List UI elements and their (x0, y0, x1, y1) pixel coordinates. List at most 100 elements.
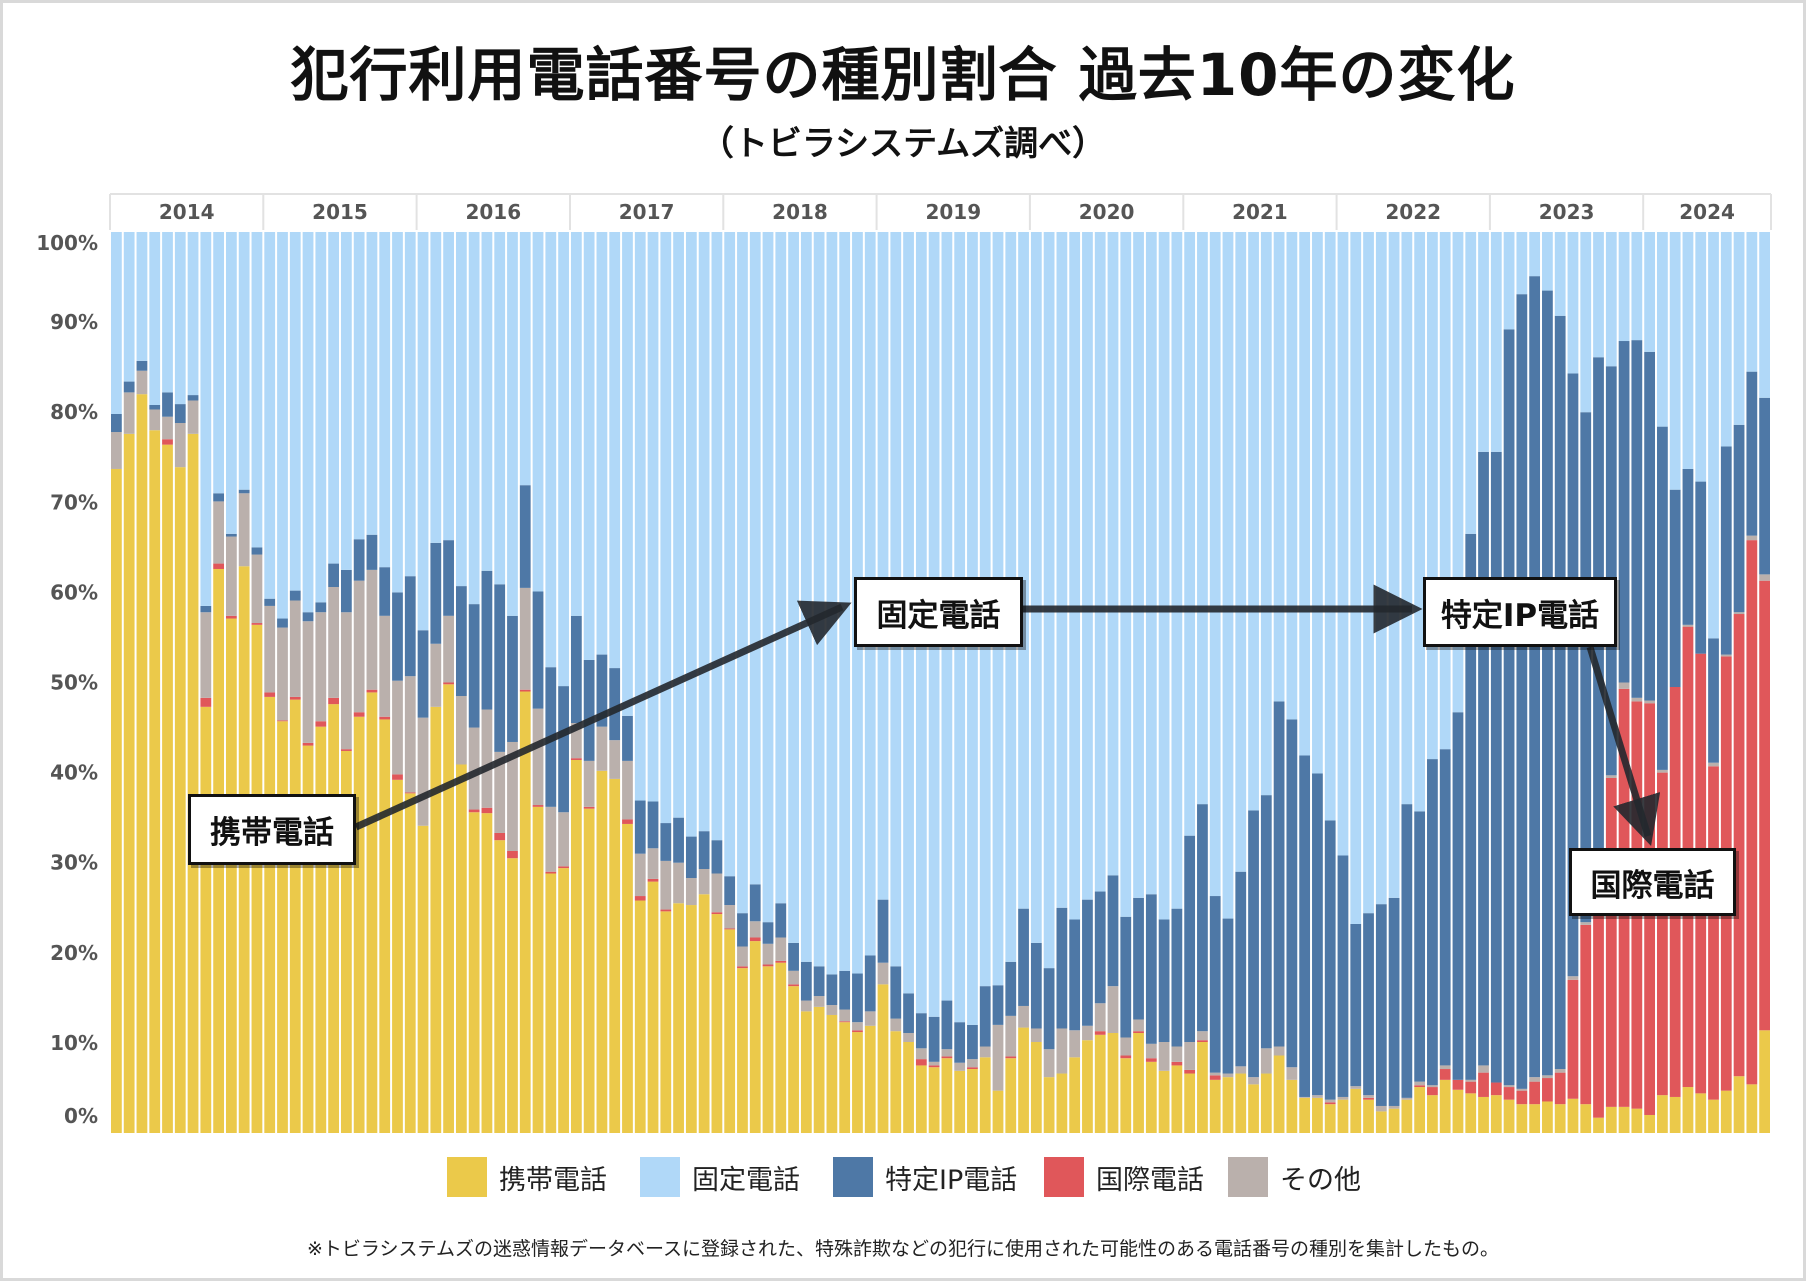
bar-segment-fixed-2015-05 (315, 232, 327, 603)
bar-segment-fixed-2016-11 (545, 232, 557, 668)
bar-segment-international-2017-06 (634, 896, 646, 901)
bar-segment-other-2016-10 (532, 708, 544, 806)
bar-segment-mobile-2024-08 (1733, 1076, 1745, 1133)
bar-segment-ip-2024-09 (1746, 371, 1758, 536)
bar-segment-fixed-2015-12 (404, 232, 416, 577)
bar-segment-international-2015-05 (315, 721, 327, 727)
bar-segment-ip-2014-12 (251, 547, 263, 555)
bar-segment-international-2016-11 (545, 871, 557, 874)
bar-segment-international-2016-03 (443, 682, 454, 685)
bar-segment-mobile-2021-08 (1273, 1055, 1285, 1133)
bar-segment-fixed-2015-03 (289, 232, 301, 591)
bar-segment-international-2023-06 (1554, 1072, 1566, 1105)
bar-segment-fixed-2024-06 (1708, 232, 1719, 639)
bar-segment-other-2018-05 (775, 937, 787, 961)
bar-segment-ip-2023-08 (1580, 412, 1592, 923)
bar-segment-fixed-2022-01 (1337, 232, 1349, 856)
bar-segment-fixed-2021-02 (1197, 232, 1208, 805)
bar-segment-mobile-2015-07 (340, 750, 352, 1133)
bar-segment-other-2015-06 (328, 586, 339, 698)
bar-segment-ip-2017-01 (570, 615, 582, 724)
bar-segment-other-2015-04 (302, 621, 314, 743)
bar-segment-other-2019-10 (992, 1024, 1004, 1091)
bar-segment-ip-2014-01 (111, 414, 122, 433)
bar-segment-other-2020-02 (1043, 1049, 1055, 1078)
bar-segment-mobile-2014-02 (123, 433, 135, 1133)
bar-segment-ip-2024-06 (1708, 638, 1719, 763)
bar-segment-international-2016-12 (558, 866, 569, 869)
bar-segment-fixed-2022-05 (1388, 232, 1400, 898)
bar-segment-ip-2023-01 (1490, 451, 1502, 1083)
bar-segment-mobile-2022-07 (1414, 1087, 1426, 1133)
bar-segment-mobile-2019-03 (903, 1042, 914, 1133)
bar-segment-fixed-2022-02 (1350, 232, 1362, 924)
bar-segment-other-2016-01 (417, 717, 429, 826)
bar-segment-ip-2022-06 (1401, 804, 1413, 1098)
bar-segment-international-2022-08 (1427, 1087, 1438, 1096)
bar-segment-ip-2017-04 (609, 668, 621, 741)
bar-segment-fixed-2018-02 (737, 232, 748, 914)
bar-segment-international-2023-07 (1567, 979, 1579, 1099)
y-tick-label: 10% (50, 1031, 98, 1055)
bar-segment-other-2019-03 (903, 1032, 914, 1042)
bar-segment-fixed-2021-03 (1209, 232, 1221, 897)
bar-segment-ip-2017-02 (583, 659, 595, 761)
bar-segment-fixed-2024-08 (1733, 232, 1745, 425)
bar-segment-international-2017-08 (660, 909, 672, 912)
bar-segment-ip-2015-02 (277, 618, 288, 628)
bar-segment-international-2019-11 (1005, 1056, 1017, 1059)
bar-segment-other-2018-02 (737, 946, 748, 967)
bar-segment-mobile-2015-06 (328, 704, 339, 1133)
bar-segment-ip-2017-09 (673, 817, 684, 863)
annotation-arrows (354, 584, 1661, 847)
bar-segment-ip-2023-07 (1567, 373, 1579, 977)
bar-segment-mobile-2024-04 (1682, 1087, 1694, 1133)
bar-segment-mobile-2022-09 (1439, 1079, 1451, 1133)
bar-segment-mobile-2022-05 (1388, 1108, 1400, 1133)
bar-segment-fixed-2014-09 (213, 232, 224, 494)
bar-segment-international-2015-12 (404, 792, 416, 794)
bar-segment-mobile-2020-10 (1145, 1061, 1157, 1133)
bar-segment-fixed-2021-07 (1260, 232, 1272, 796)
legend-label: 携帯電話 (499, 1164, 607, 1196)
bar-segment-fixed-2015-07 (340, 232, 352, 570)
bar-segment-other-2019-02 (890, 1018, 902, 1032)
bar-segment-fixed-2021-05 (1235, 232, 1247, 872)
bar-segment-fixed-2015-01 (264, 232, 276, 599)
bar-segment-fixed-2020-05 (1082, 232, 1093, 900)
bar-segment-ip-2019-08 (967, 1024, 978, 1060)
bar-segment-other-2021-08 (1273, 1046, 1285, 1056)
bar-segment-other-2023-05 (1542, 1075, 1553, 1079)
bar-segment-ip-2019-06 (941, 1000, 953, 1050)
bar-segment-ip-2024-07 (1720, 446, 1732, 655)
bar-segment-other-2017-10 (685, 878, 697, 906)
bar-segment-mobile-2017-08 (660, 911, 672, 1133)
bar-segment-ip-2019-04 (915, 1013, 927, 1049)
bar-segment-mobile-2022-12 (1478, 1096, 1489, 1133)
bar-segment-other-2016-08 (507, 741, 518, 851)
bar-segment-other-2014-06 (174, 423, 186, 468)
bar-segment-ip-2019-12 (1018, 908, 1029, 1006)
bar-segment-international-2015-10 (379, 716, 391, 720)
annotation-international: 国際電話 (1569, 848, 1736, 916)
bar-segment-other-2020-09 (1133, 1019, 1144, 1032)
bar-segment-other-2022-07 (1414, 1081, 1426, 1086)
bar-segment-international-2017-12 (711, 912, 723, 915)
bar-segment-ip-2015-09 (366, 534, 378, 570)
bar-segment-other-2021-04 (1222, 1073, 1234, 1078)
legend-swatch (1044, 1157, 1084, 1197)
bar-segment-international-2018-05 (775, 960, 787, 963)
bar-segment-international-2015-01 (264, 692, 276, 697)
bar-segment-ip-2018-03 (749, 884, 761, 922)
bar-segment-other-2018-01 (724, 905, 736, 929)
bar-segment-fixed-2017-05 (622, 232, 633, 716)
bar-segment-ip-2020-06 (1094, 891, 1106, 1004)
bar-segment-mobile-2021-04 (1222, 1077, 1234, 1133)
bar-segment-ip-2020-02 (1043, 968, 1055, 1050)
bar-segment-mobile-2021-07 (1260, 1073, 1272, 1133)
bar-segment-other-2023-10 (1605, 775, 1617, 778)
bar-segment-ip-2016-12 (558, 686, 569, 813)
bar-segment-other-2022-12 (1478, 1065, 1489, 1073)
bar-segment-other-2018-06 (788, 970, 799, 985)
bar-segment-mobile-2022-01 (1337, 1099, 1349, 1133)
